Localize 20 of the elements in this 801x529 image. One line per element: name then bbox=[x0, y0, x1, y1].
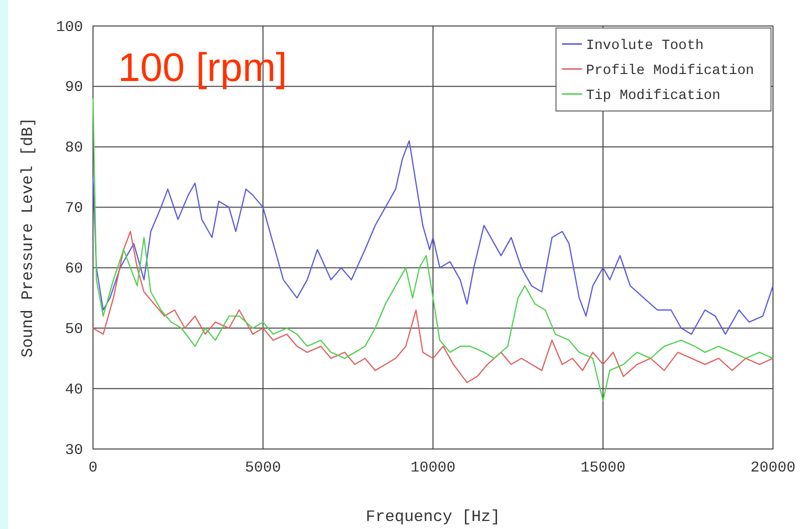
line-series bbox=[92, 140, 774, 335]
line-series bbox=[92, 230, 774, 384]
y-tick-label: 50 bbox=[64, 320, 83, 338]
y-tick-label: 70 bbox=[64, 200, 83, 218]
legend-label: Involute Tooth bbox=[586, 38, 704, 54]
x-tick-label: 10000 bbox=[410, 460, 456, 477]
y-tick-label: 60 bbox=[64, 260, 83, 278]
legend-label: Profile Modification bbox=[586, 63, 754, 79]
y-axis-title: Sound Pressure Level [dB] bbox=[19, 117, 37, 358]
y-tick-label: 30 bbox=[64, 442, 83, 459]
y-tick-label: 100 bbox=[56, 18, 83, 36]
x-tick-label: 0 bbox=[88, 460, 98, 477]
y-tick-label: 40 bbox=[64, 381, 83, 398]
x-tick-label: 5000 bbox=[244, 460, 282, 477]
y-tick-label: 90 bbox=[64, 79, 83, 96]
x-axis-title: Frequency [Hz] bbox=[366, 508, 500, 526]
x-tick-label: 20000 bbox=[750, 460, 796, 477]
legend-label: Tip Modification bbox=[586, 88, 720, 104]
x-tick-label: 15000 bbox=[580, 460, 626, 477]
y-tick-label: 80 bbox=[64, 140, 83, 157]
